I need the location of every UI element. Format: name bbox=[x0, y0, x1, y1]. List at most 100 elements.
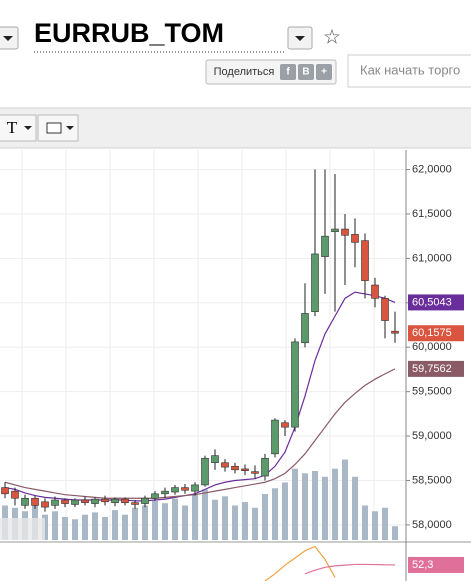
volume-bar bbox=[232, 505, 238, 540]
candle-body bbox=[361, 240, 369, 281]
volume-bar bbox=[332, 468, 338, 540]
arrow bbox=[66, 126, 74, 130]
share-label: Поделиться bbox=[214, 66, 275, 78]
candle-body bbox=[181, 487, 189, 491]
volume-bar bbox=[312, 471, 318, 540]
ticker-title: EURRUB_TOM bbox=[34, 18, 224, 48]
share-icons: f B + bbox=[280, 64, 332, 80]
share-icon-label: B bbox=[302, 67, 309, 78]
candle-body bbox=[171, 487, 179, 493]
candle-body bbox=[111, 498, 119, 503]
candle-body bbox=[11, 490, 19, 499]
price-badge-label: 59,7562 bbox=[412, 363, 452, 375]
candle-body bbox=[201, 457, 209, 486]
y-tick-label: 62,0000 bbox=[412, 163, 452, 175]
volume-bar bbox=[292, 468, 298, 540]
indicator-line bbox=[304, 563, 396, 575]
volume-bar bbox=[242, 502, 248, 540]
star[interactable]: ☆ bbox=[323, 26, 341, 48]
candle-body bbox=[281, 422, 289, 428]
volume-bar bbox=[272, 488, 278, 540]
volume-bar bbox=[342, 459, 348, 540]
arrow bbox=[24, 126, 32, 130]
volume-bar bbox=[92, 512, 98, 540]
candle-body bbox=[311, 253, 319, 312]
volume-bar bbox=[392, 526, 398, 540]
volume-bar bbox=[182, 505, 188, 540]
candle-body bbox=[371, 284, 379, 299]
moving-average bbox=[4, 368, 396, 499]
price-badge-label: 60,1575 bbox=[412, 327, 452, 339]
volume-bar bbox=[252, 507, 258, 540]
volume-bar bbox=[172, 498, 178, 540]
image-icon bbox=[46, 122, 62, 134]
share-icon-box bbox=[316, 64, 332, 80]
candle-body bbox=[141, 497, 149, 504]
volume-bar bbox=[72, 519, 78, 540]
candle-body bbox=[261, 457, 269, 477]
candle-body bbox=[151, 493, 159, 499]
candle-body bbox=[61, 499, 69, 504]
volume-bar bbox=[322, 476, 328, 540]
candle-body bbox=[231, 465, 239, 471]
volume-bar bbox=[192, 494, 198, 540]
price-badge-label: 60,5043 bbox=[412, 296, 452, 308]
candle-body bbox=[381, 298, 389, 321]
candle-body bbox=[81, 499, 89, 503]
volume-bar bbox=[162, 503, 168, 540]
volume-bar bbox=[382, 507, 388, 540]
text-tool[interactable] bbox=[0, 114, 37, 142]
candle-body bbox=[351, 234, 359, 243]
candle-body bbox=[321, 235, 329, 257]
volume-bar bbox=[122, 514, 128, 540]
y-tick-label: 58,5000 bbox=[412, 474, 452, 486]
candle-body bbox=[51, 499, 59, 506]
y-tick-label: 59,5000 bbox=[412, 386, 452, 398]
candle-body bbox=[291, 341, 299, 428]
candle-body bbox=[341, 228, 349, 236]
price-badge bbox=[408, 325, 464, 342]
share-icon-box bbox=[280, 64, 296, 80]
volume-bar bbox=[132, 507, 138, 540]
indicator-badge-label: 52,3 bbox=[412, 559, 433, 571]
plot: 58,0000 58,5000 59,0000 59,5000 60,0000 60,50… bbox=[0, 150, 464, 581]
candle-body bbox=[1, 487, 9, 495]
volume-bar bbox=[102, 517, 108, 540]
candle-body bbox=[101, 498, 109, 503]
y-tick-label: 58,0000 bbox=[412, 519, 452, 531]
candle-body bbox=[391, 330, 399, 334]
volume-bar bbox=[212, 499, 218, 540]
candle-body bbox=[221, 462, 229, 468]
candle-body bbox=[241, 468, 249, 472]
volume-bar bbox=[112, 510, 118, 540]
volume-bar bbox=[82, 514, 88, 540]
text-tool-label: T bbox=[7, 118, 18, 137]
candle-body bbox=[191, 484, 199, 492]
candle-body bbox=[161, 490, 169, 495]
candle-body bbox=[131, 502, 139, 505]
share-icon-label: f bbox=[286, 67, 290, 78]
candle-body bbox=[251, 471, 259, 474]
search-box[interactable] bbox=[347, 54, 471, 88]
y-tick-label: 61,0000 bbox=[412, 252, 452, 264]
scroll-buttons[interactable] bbox=[0, 518, 45, 540]
candle-body bbox=[331, 228, 339, 233]
candle-body bbox=[271, 419, 279, 455]
candle-body bbox=[91, 498, 99, 504]
candle-body bbox=[71, 499, 79, 505]
volume-bar bbox=[142, 505, 148, 540]
candle-body bbox=[21, 497, 29, 506]
volume-bar bbox=[62, 517, 68, 540]
volume-bar bbox=[202, 489, 208, 540]
candle-body bbox=[301, 313, 309, 344]
indicator-line bbox=[264, 545, 336, 581]
moving-average bbox=[4, 291, 396, 502]
volume-bar bbox=[352, 476, 358, 540]
volume-bar bbox=[372, 511, 378, 540]
candle-body bbox=[31, 497, 39, 506]
indicator-badge bbox=[408, 556, 464, 573]
volume-bar bbox=[362, 505, 368, 540]
volume-bar bbox=[152, 500, 158, 540]
share-icon-box bbox=[298, 64, 314, 80]
